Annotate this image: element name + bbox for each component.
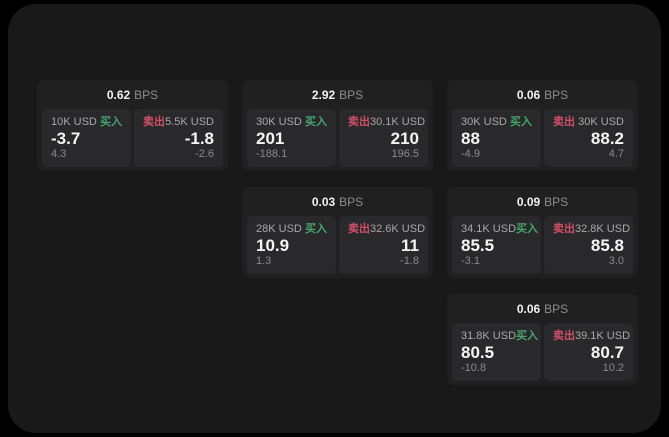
buy-side-label: 买入 (516, 223, 539, 235)
buy-side-label: 买入 (510, 116, 532, 128)
sell-size: 30K USD (578, 116, 624, 128)
buy-panel[interactable]: 31.8K USD 买入 80.5 -10.8 (452, 323, 541, 381)
sell-price: 210 (390, 129, 419, 148)
buy-price: 85.5 (461, 236, 495, 255)
bps-value: 0.03 (311, 195, 336, 209)
buy-change: -4.9 (461, 148, 480, 160)
buy-size: 28K USD (256, 223, 302, 235)
price-panels: 30K USD 买入 201 -188.1 卖出 30.1K USD 210 1… (242, 107, 433, 172)
sell-price: 88.2 (590, 129, 624, 148)
buy-side-label: 买入 (516, 330, 539, 342)
buy-price: 88 (461, 129, 480, 148)
sell-side-label: 卖出 (143, 116, 165, 128)
sell-side-label: 卖出 (553, 116, 575, 128)
buy-price: 201 (256, 129, 285, 148)
buy-change: -3.1 (461, 255, 480, 267)
bps-unit: BPS (544, 195, 569, 209)
buy-panel[interactable]: 10K USD 买入 -3.7 4.3 (42, 109, 131, 167)
buy-panel[interactable]: 30K USD 买入 88 -4.9 (452, 109, 541, 167)
quote-card: 0.09 BPS 34.1K USD 买入 85.5 -3.1 卖出 32.8K… (447, 187, 638, 278)
card-header: 2.92 BPS (242, 80, 433, 107)
sell-side-label: 卖出 (553, 223, 575, 235)
sell-change: -1.8 (400, 255, 419, 267)
price-panels: 28K USD 买入 10.9 1.3 卖出 32.6K USD 11 -1.8 (242, 214, 433, 279)
buy-price: -3.7 (51, 129, 81, 148)
quote-card-grid: 0.62 BPS 10K USD 买入 -3.7 4.3 卖出 5.5K USD (37, 80, 638, 385)
buy-change: -10.8 (461, 362, 487, 374)
buy-price: 10.9 (256, 236, 290, 255)
sell-change: 4.7 (608, 148, 624, 160)
bps-value: 0.06 (516, 88, 541, 102)
sell-size: 32.6K USD (370, 223, 426, 235)
sell-panel[interactable]: 卖出 32.6K USD 11 -1.8 (339, 216, 428, 274)
sell-price: 11 (401, 236, 419, 255)
sell-change: 10.2 (602, 362, 624, 374)
sell-side-label: 卖出 (348, 116, 370, 128)
bps-unit: BPS (134, 88, 159, 102)
buy-panel[interactable]: 30K USD 买入 201 -188.1 (247, 109, 336, 167)
buy-size: 31.8K USD (461, 330, 517, 342)
bps-unit: BPS (544, 302, 569, 316)
card-header: 0.06 BPS (447, 80, 638, 107)
buy-size: 34.1K USD (461, 223, 517, 235)
sell-change: 196.5 (391, 148, 419, 160)
sell-panel[interactable]: 卖出 5.5K USD -1.8 -2.6 (134, 109, 223, 167)
sell-size: 39.1K USD (575, 330, 631, 342)
card-header: 0.62 BPS (37, 80, 228, 107)
sell-price: 80.7 (590, 343, 624, 362)
quote-card: 0.03 BPS 28K USD 买入 10.9 1.3 卖出 32.6K US… (242, 187, 433, 278)
buy-side-label: 买入 (305, 223, 327, 235)
buy-change: 4.3 (51, 148, 67, 160)
bps-value: 2.92 (311, 88, 336, 102)
quote-card: 0.06 BPS 31.8K USD 买入 80.5 -10.8 卖出 39.1… (447, 294, 638, 385)
bps-value: 0.62 (106, 88, 131, 102)
sell-price: -1.8 (184, 129, 214, 148)
quote-card: 0.62 BPS 10K USD 买入 -3.7 4.3 卖出 5.5K USD (37, 80, 228, 171)
sell-panel[interactable]: 卖出 30.1K USD 210 196.5 (339, 109, 428, 167)
price-panels: 10K USD 买入 -3.7 4.3 卖出 5.5K USD -1.8 -2.… (37, 107, 228, 172)
buy-size: 30K USD (256, 116, 302, 128)
buy-change: 1.3 (256, 255, 272, 267)
buy-price: 80.5 (461, 343, 495, 362)
sell-panel[interactable]: 卖出 32.8K USD 85.8 3.0 (544, 216, 633, 274)
card-header: 0.03 BPS (242, 187, 433, 214)
bps-value: 0.09 (516, 195, 541, 209)
bps-unit: BPS (544, 88, 569, 102)
sell-size: 32.8K USD (575, 223, 631, 235)
buy-panel[interactable]: 28K USD 买入 10.9 1.3 (247, 216, 336, 274)
sell-change: 3.0 (608, 255, 624, 267)
bps-unit: BPS (339, 195, 364, 209)
buy-change: -188.1 (256, 148, 288, 160)
card-header: 0.09 BPS (447, 187, 638, 214)
sell-side-label: 卖出 (348, 223, 370, 235)
bps-value: 0.06 (516, 302, 541, 316)
price-panels: 30K USD 买入 88 -4.9 卖出 30K USD 88.2 4.7 (447, 107, 638, 172)
buy-side-label: 买入 (305, 116, 327, 128)
sell-panel[interactable]: 卖出 30K USD 88.2 4.7 (544, 109, 633, 167)
price-panels: 34.1K USD 买入 85.5 -3.1 卖出 32.8K USD 85.8… (447, 214, 638, 279)
quote-card: 0.06 BPS 30K USD 买入 88 -4.9 卖出 30K USD (447, 80, 638, 171)
sell-change: -2.6 (195, 148, 214, 160)
sell-size: 30.1K USD (370, 116, 426, 128)
main-surface: 0.62 BPS 10K USD 买入 -3.7 4.3 卖出 5.5K USD (8, 4, 661, 433)
buy-size: 30K USD (461, 116, 507, 128)
buy-size: 10K USD (51, 116, 97, 128)
price-panels: 31.8K USD 买入 80.5 -10.8 卖出 39.1K USD 80.… (447, 321, 638, 386)
sell-panel[interactable]: 卖出 39.1K USD 80.7 10.2 (544, 323, 633, 381)
bps-unit: BPS (339, 88, 364, 102)
card-header: 0.06 BPS (447, 294, 638, 321)
sell-size: 5.5K USD (165, 116, 214, 128)
sell-side-label: 卖出 (553, 330, 575, 342)
buy-panel[interactable]: 34.1K USD 买入 85.5 -3.1 (452, 216, 541, 274)
quote-card: 2.92 BPS 30K USD 买入 201 -188.1 卖出 30.1K … (242, 80, 433, 171)
sell-price: 85.8 (590, 236, 624, 255)
buy-side-label: 买入 (100, 116, 122, 128)
